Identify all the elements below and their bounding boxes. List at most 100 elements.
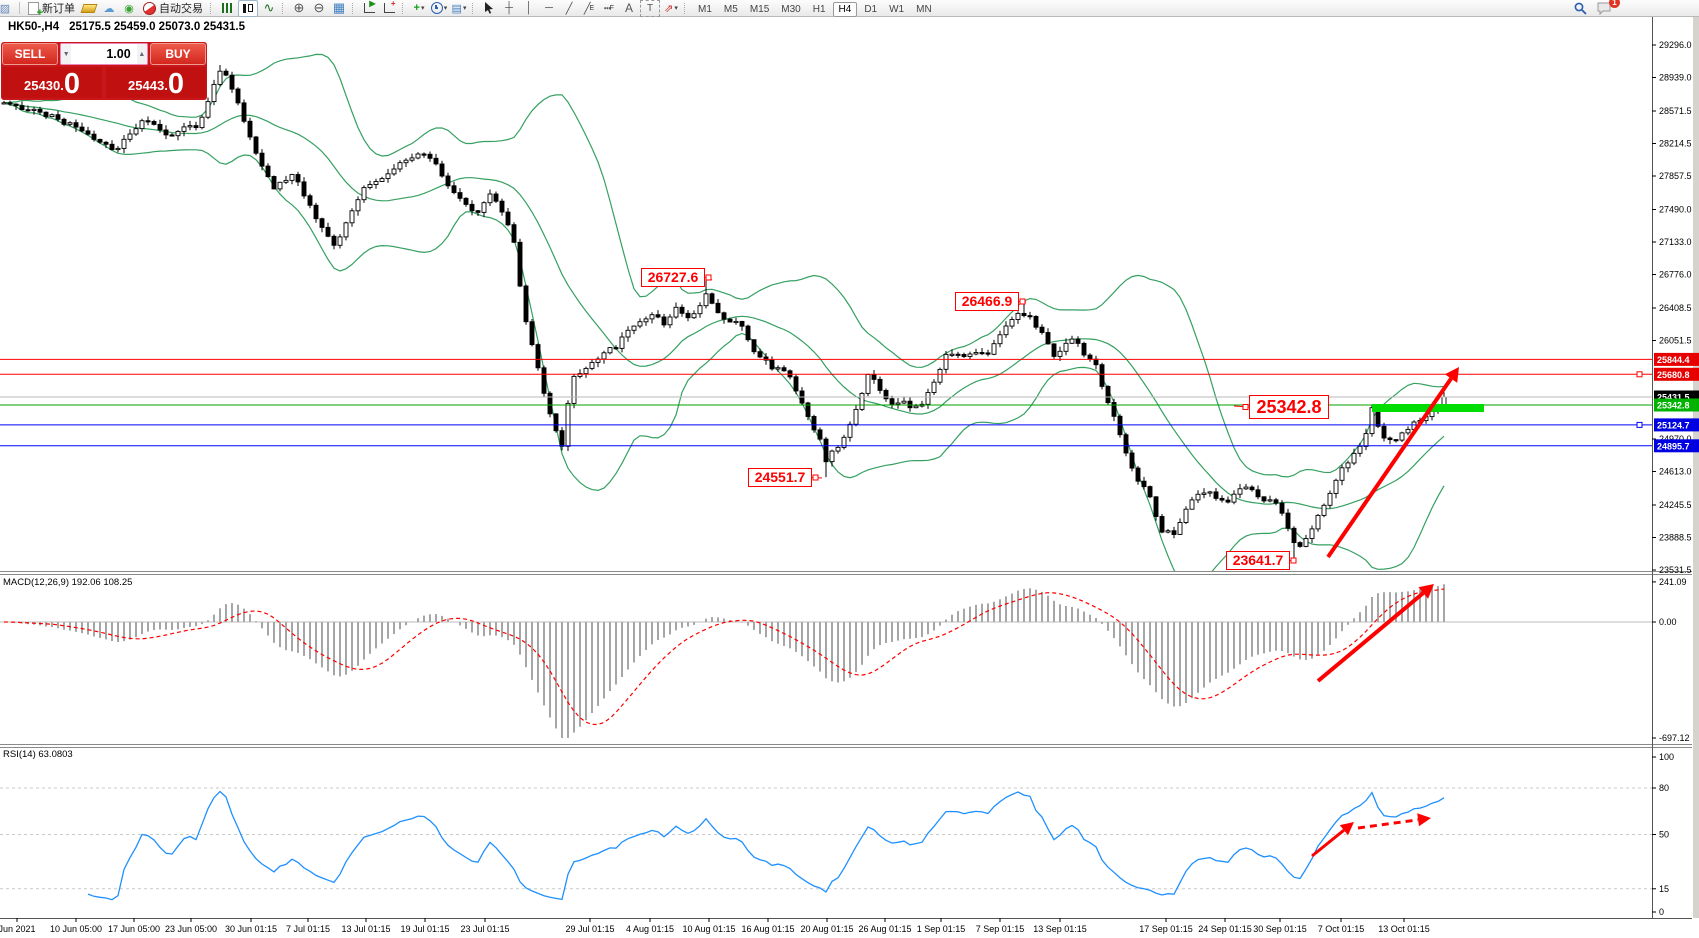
line-chart-icon[interactable]: ∿ — [263, 0, 275, 15]
buy-button[interactable]: BUY — [150, 43, 206, 65]
timeframe-MN[interactable]: MN — [916, 4, 932, 15]
vertical-line-icon[interactable]: │ — [525, 2, 533, 14]
axis-label: 25124.7 — [1657, 420, 1690, 430]
trend-arrow[interactable] — [1326, 377, 1453, 559]
axis-label: 27857.5 — [1659, 171, 1692, 181]
axis-label: 26 Aug 01:15 — [858, 924, 911, 934]
templates-button[interactable]: ▤ ▾ — [451, 2, 467, 15]
trend-arrow[interactable] — [1357, 818, 1419, 830]
bar-chart-icon[interactable] — [218, 1, 236, 16]
zoom-out-icon[interactable]: ⊖ — [313, 0, 325, 15]
arrows-menu-button[interactable]: ⇗ ▾ — [664, 2, 678, 15]
timeframe-H4[interactable]: H4 — [832, 2, 858, 17]
price-line-label[interactable] — [1654, 418, 1699, 432]
axis-label: 241.09 — [1659, 577, 1687, 587]
trendline-icon[interactable]: ╱ — [565, 2, 573, 15]
fibonacci-icon[interactable]: ┅ F — [604, 2, 614, 15]
buy-price[interactable]: 25443. 0 — [106, 67, 206, 99]
chat-icon[interactable]: 1 — [1595, 0, 1620, 16]
timeframes-menu-button[interactable]: ▾ — [430, 1, 448, 16]
volume-input[interactable] — [71, 44, 137, 64]
axis-label: 24245.5 — [1659, 500, 1692, 510]
price-annotation[interactable]: 23641.7 — [1226, 551, 1290, 570]
axis-label: 28939.0 — [1659, 73, 1692, 83]
price-line-label[interactable] — [1654, 439, 1699, 453]
add-indicator-button[interactable]: + ▾ — [413, 2, 425, 14]
price-line-label[interactable] — [1654, 398, 1699, 412]
new-order-icon — [28, 1, 43, 19]
price-annotation[interactable]: 26727.6 — [641, 268, 705, 287]
axis-label: 25680.8 — [1657, 370, 1690, 380]
axis-label: 13 Jul 01:15 — [341, 924, 390, 934]
terminal-icon[interactable]: ☁ — [103, 2, 115, 15]
axis-label: 0 — [1659, 907, 1664, 917]
crosshair-icon[interactable]: ┼ — [505, 2, 513, 14]
timeframe-M15[interactable]: M15 — [749, 4, 770, 15]
axis-label: 28214.5 — [1659, 138, 1692, 148]
axis-label: 13 Sep 01:15 — [1033, 924, 1087, 934]
tile-windows-icon[interactable]: ▦ — [332, 0, 346, 15]
text-icon[interactable]: A — [624, 1, 633, 15]
cursor-icon[interactable] — [480, 1, 498, 16]
macd-indicator-label: MACD(12,26,9) 192.06 108.25 — [3, 577, 133, 588]
main-pane — [1, 53, 1447, 572]
axis-label: 7 Jul 01:15 — [286, 924, 330, 934]
axis-label: 26776.0 — [1659, 270, 1692, 280]
auto-trading-button[interactable]: 自动交易 — [140, 1, 206, 16]
trend-arrow[interactable] — [1311, 829, 1345, 858]
horizontal-line-icon[interactable]: ─ — [545, 2, 553, 14]
tester-symbol-icon[interactable]: + — [380, 0, 398, 16]
axis-label: 19 Jul 01:15 — [400, 924, 449, 934]
timeframe-W1[interactable]: W1 — [889, 4, 905, 15]
axis-label: -697.12 — [1659, 733, 1690, 743]
axis-label: 25342.8 — [1657, 401, 1690, 411]
timeframe-group: M1 M5 M15 M30 H1 H4 D1 W1 MN — [692, 0, 938, 17]
axis-label: 4 Aug 01:15 — [626, 924, 674, 934]
equidistant-channel-icon[interactable]: ╱ E — [583, 2, 595, 15]
green-highlight-band[interactable] — [1372, 404, 1484, 412]
macd-pane — [0, 584, 1652, 738]
price-annotation[interactable]: 25342.8 — [1249, 395, 1329, 419]
ohlc-values: 25175.5 25459.0 25073.0 25431.5 — [69, 21, 246, 33]
sell-price[interactable]: 25430. 0 — [2, 67, 102, 99]
axis-label: 26408.5 — [1659, 303, 1692, 313]
sell-button[interactable]: SELL — [2, 43, 58, 65]
axis-label: 23531.5 — [1659, 565, 1692, 575]
axis-label: 80 — [1659, 783, 1669, 793]
axis-label: 25431.5 — [1657, 392, 1690, 402]
axis-label: 7 Sep 01:15 — [976, 924, 1025, 934]
price-line-label[interactable] — [1654, 367, 1699, 381]
candlestick-chart-icon[interactable] — [238, 0, 258, 17]
trend-arrow[interactable] — [1316, 591, 1425, 683]
axis-label: 29296.0 — [1659, 40, 1692, 50]
timeframe-M5[interactable]: M5 — [723, 4, 738, 15]
symbol-period-label: HK50-,H4 — [8, 21, 60, 33]
signals-icon[interactable]: ◉ — [124, 2, 134, 15]
axis-label: 16 Aug 01:15 — [741, 924, 794, 934]
zoom-in-icon[interactable]: ⊕ — [293, 0, 305, 15]
price-annotation[interactable]: 26466.9 — [955, 292, 1019, 311]
price-annotation[interactable]: 24551.7 — [748, 468, 812, 487]
axis-label: 24613.0 — [1659, 467, 1692, 477]
text-label-icon[interactable]: T — [640, 0, 660, 17]
gold-icon[interactable] — [80, 1, 98, 16]
timeframe-M1[interactable]: M1 — [698, 4, 712, 15]
toolbar: ▨ 新订单 ☁ ◉ 自动交易 ∿ ⊕ ⊖ ▦ ▶ + +▾ ▾ ▤▾ ┼ │ ─… — [0, 0, 1699, 19]
axis-label: 26051.5 — [1659, 335, 1692, 345]
timeframe-D1[interactable]: D1 — [864, 4, 878, 15]
axis-label: 50 — [1659, 830, 1669, 840]
tester-start-icon[interactable]: ▶ — [360, 0, 378, 16]
chart-icon[interactable]: ▨ — [0, 2, 11, 15]
search-icon[interactable] — [1571, 1, 1589, 16]
volume-decrease-button[interactable]: ▼ — [61, 44, 72, 64]
axis-label: 7 Oct 01:15 — [1318, 924, 1365, 934]
price-line-label[interactable] — [1654, 352, 1699, 366]
axis-label: 17 Jun 05:00 — [108, 924, 160, 934]
axis-label: 24 Sep 01:15 — [1198, 924, 1252, 934]
new-order-button[interactable]: 新订单 — [25, 1, 78, 19]
volume-increase-button[interactable]: ▲ — [136, 44, 147, 64]
timeframe-M30[interactable]: M30 — [781, 4, 801, 15]
timeframe-H1[interactable]: H1 — [812, 4, 826, 15]
